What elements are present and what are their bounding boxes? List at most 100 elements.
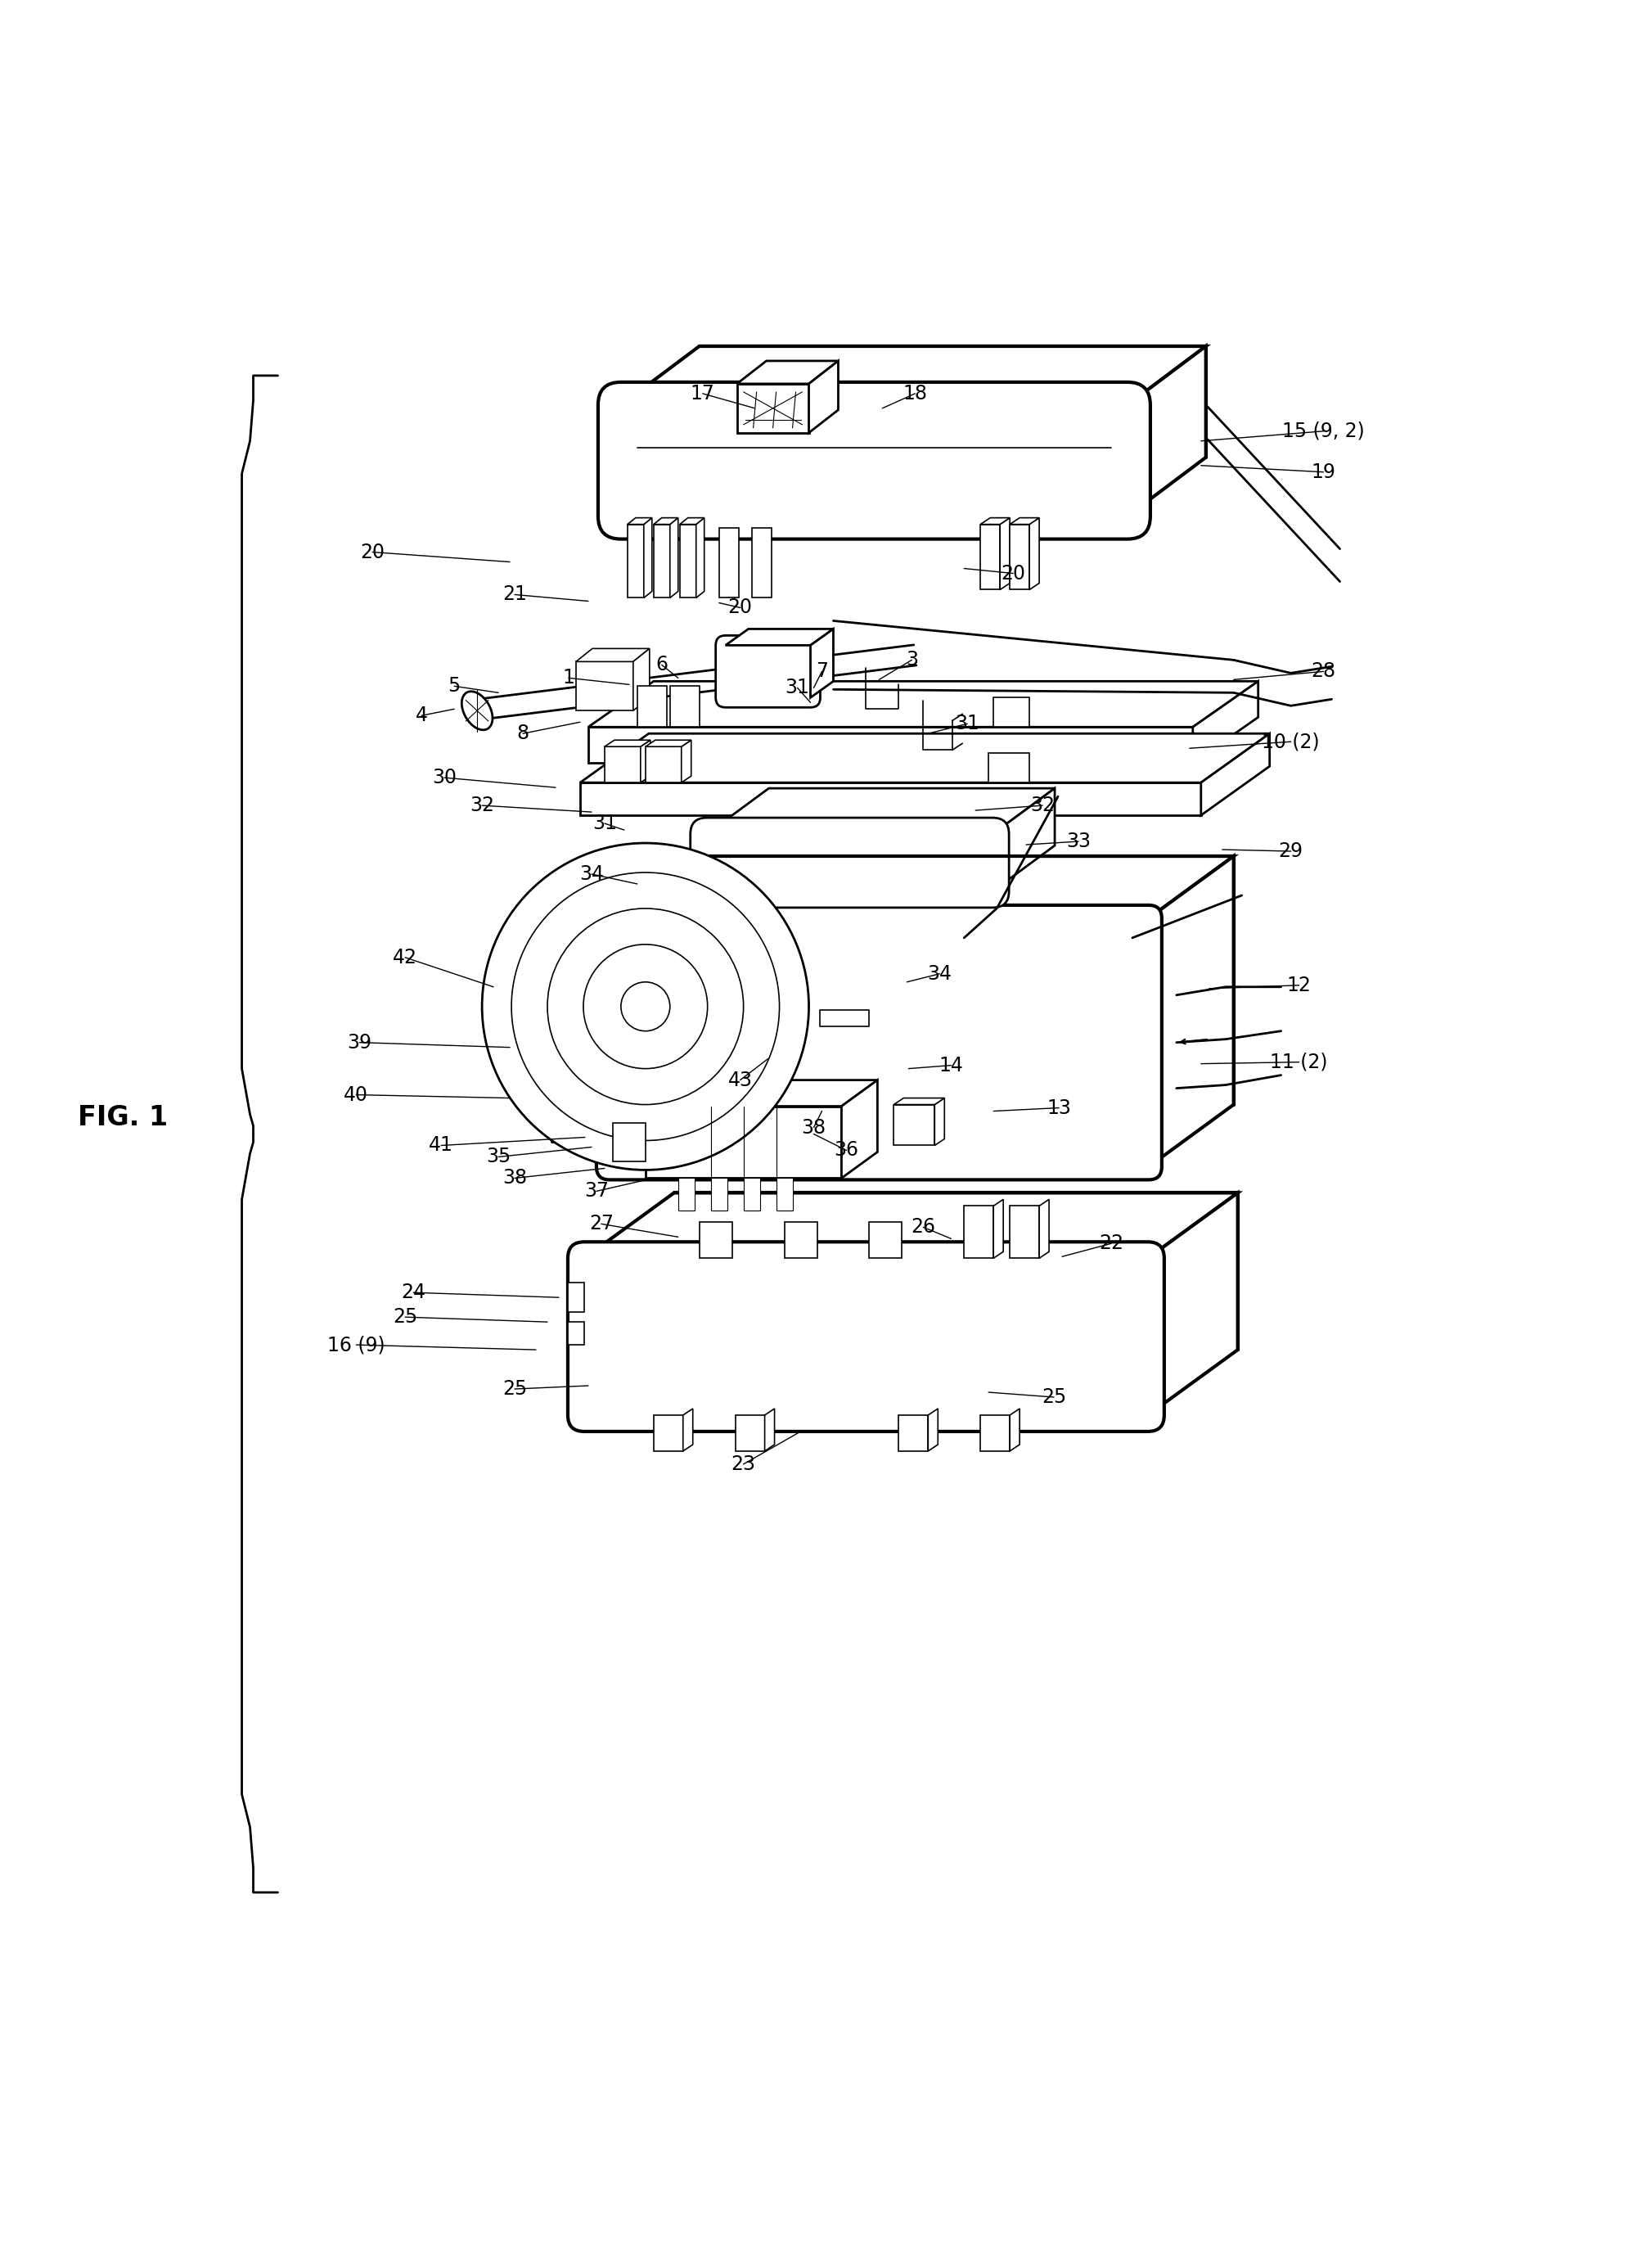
Text: 37: 37: [583, 1182, 609, 1202]
Text: 39: 39: [346, 1032, 373, 1052]
Text: 15 (9, 2): 15 (9, 2): [1283, 422, 1364, 440]
Text: 17: 17: [691, 383, 714, 404]
Polygon shape: [588, 680, 1258, 728]
Polygon shape: [810, 628, 833, 699]
Polygon shape: [752, 528, 771, 599]
Text: 38: 38: [502, 1168, 528, 1188]
Text: 33: 33: [1065, 832, 1092, 850]
Polygon shape: [725, 628, 833, 646]
Text: 8: 8: [516, 723, 529, 744]
Polygon shape: [575, 662, 632, 710]
Polygon shape: [585, 1193, 1239, 1259]
Polygon shape: [670, 517, 678, 599]
Polygon shape: [1010, 1207, 1039, 1259]
Polygon shape: [719, 528, 739, 599]
Polygon shape: [569, 1322, 585, 1345]
Text: 27: 27: [588, 1213, 614, 1234]
Text: 31: 31: [956, 714, 979, 733]
Text: 35: 35: [485, 1148, 511, 1166]
Polygon shape: [989, 753, 1029, 782]
Polygon shape: [1010, 517, 1039, 524]
Text: 32: 32: [469, 796, 495, 814]
Polygon shape: [645, 1107, 842, 1177]
Text: 7: 7: [815, 662, 828, 680]
Text: 38: 38: [801, 1118, 827, 1136]
Polygon shape: [1201, 733, 1270, 814]
Circle shape: [482, 844, 809, 1170]
Polygon shape: [820, 1009, 869, 1025]
Text: 11 (2): 11 (2): [1270, 1052, 1328, 1073]
Text: 4: 4: [415, 705, 428, 726]
Polygon shape: [993, 699, 1029, 728]
Polygon shape: [645, 739, 691, 746]
Polygon shape: [580, 733, 1270, 782]
Polygon shape: [575, 649, 649, 662]
Text: 14: 14: [940, 1055, 962, 1075]
Text: 12: 12: [1288, 975, 1310, 996]
Polygon shape: [869, 1222, 902, 1259]
Text: 20: 20: [1000, 562, 1026, 583]
Text: 6: 6: [655, 655, 668, 674]
Polygon shape: [1193, 680, 1258, 762]
Text: 26: 26: [910, 1218, 936, 1236]
Polygon shape: [980, 524, 1000, 590]
Polygon shape: [680, 517, 704, 524]
Text: 40: 40: [343, 1084, 369, 1105]
Polygon shape: [678, 1177, 694, 1211]
Polygon shape: [992, 789, 1056, 891]
Polygon shape: [605, 746, 641, 782]
Text: 29: 29: [1278, 841, 1304, 862]
Polygon shape: [670, 687, 699, 728]
Polygon shape: [644, 517, 652, 599]
Text: 23: 23: [730, 1454, 757, 1474]
Text: 13: 13: [1047, 1098, 1070, 1118]
Polygon shape: [654, 524, 670, 599]
Polygon shape: [580, 782, 1201, 814]
Polygon shape: [1029, 517, 1039, 590]
Polygon shape: [776, 1177, 792, 1211]
Polygon shape: [654, 1415, 683, 1452]
Polygon shape: [588, 728, 1193, 762]
Polygon shape: [765, 1408, 775, 1452]
Text: 19: 19: [1312, 463, 1335, 481]
Polygon shape: [680, 524, 696, 599]
Polygon shape: [1000, 517, 1010, 590]
Polygon shape: [637, 687, 667, 728]
Text: 10 (2): 10 (2): [1261, 733, 1320, 751]
Text: 41: 41: [430, 1136, 453, 1154]
Ellipse shape: [462, 692, 492, 730]
Polygon shape: [645, 1080, 877, 1107]
Polygon shape: [613, 1123, 645, 1161]
Polygon shape: [645, 746, 681, 782]
Polygon shape: [706, 789, 1056, 835]
Text: 16 (9): 16 (9): [327, 1336, 386, 1354]
Polygon shape: [784, 1222, 817, 1259]
Text: 25: 25: [502, 1379, 528, 1399]
Text: 36: 36: [833, 1141, 859, 1161]
Text: 5: 5: [448, 676, 461, 696]
Text: 34: 34: [578, 864, 605, 885]
FancyBboxPatch shape: [598, 381, 1150, 540]
Text: FIG. 1: FIG. 1: [77, 1105, 168, 1132]
Text: 22: 22: [1098, 1234, 1124, 1254]
Polygon shape: [1010, 524, 1029, 590]
FancyBboxPatch shape: [569, 1243, 1163, 1431]
Polygon shape: [699, 1222, 732, 1259]
Polygon shape: [609, 855, 1234, 919]
Polygon shape: [621, 347, 1206, 406]
Polygon shape: [894, 1098, 944, 1105]
Text: 31: 31: [593, 814, 616, 832]
Text: 30: 30: [431, 769, 458, 787]
Polygon shape: [980, 517, 1010, 524]
Polygon shape: [1010, 1408, 1020, 1452]
Polygon shape: [809, 361, 838, 433]
Polygon shape: [737, 361, 838, 383]
Polygon shape: [928, 1408, 938, 1452]
Text: 24: 24: [400, 1284, 426, 1302]
Text: 32: 32: [1029, 796, 1056, 814]
Text: 34: 34: [926, 964, 953, 984]
Polygon shape: [894, 1105, 935, 1145]
FancyBboxPatch shape: [596, 905, 1162, 1179]
Polygon shape: [1039, 1200, 1049, 1259]
Polygon shape: [632, 649, 649, 710]
